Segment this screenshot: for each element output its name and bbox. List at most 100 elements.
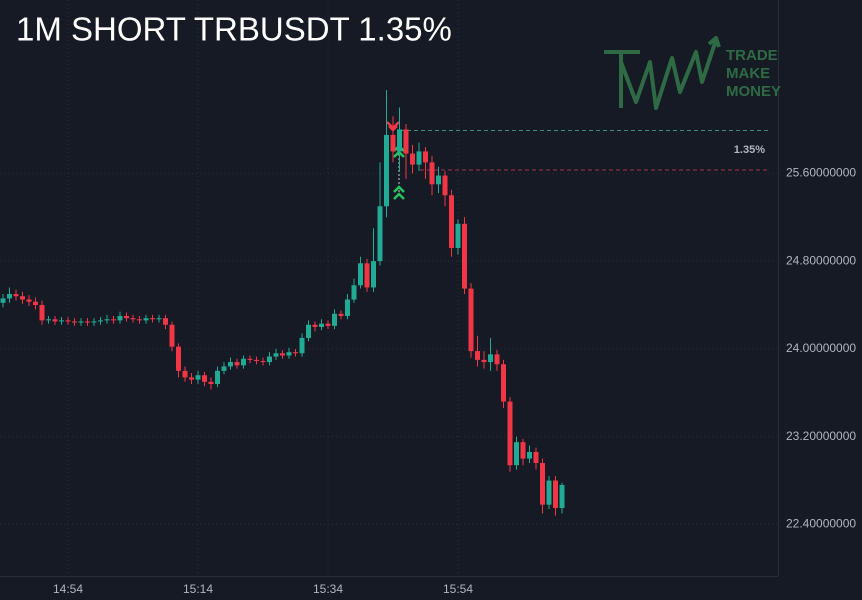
candle-body [403, 129, 409, 154]
logo-text: TRADE [726, 47, 778, 64]
candle-body [98, 320, 103, 322]
candle-body [332, 313, 337, 326]
candle-body [189, 377, 194, 380]
candle-body [91, 321, 97, 323]
candle-body [468, 288, 474, 352]
candle-body [65, 320, 71, 322]
candle-body [325, 323, 331, 326]
y-tick-label: 24.00000000 [786, 341, 856, 355]
x-tick-label: 15:54 [443, 582, 473, 596]
candle-body [46, 319, 51, 321]
candle-body [254, 359, 259, 361]
candle-body [312, 324, 318, 327]
candle-body [169, 324, 175, 347]
candle-body [546, 480, 552, 505]
candle-body [293, 352, 298, 354]
candle-body [358, 263, 363, 286]
candle-body [117, 315, 123, 321]
candle-body [39, 305, 45, 321]
x-tick-label: 15:14 [183, 582, 213, 596]
logo: TRADE MAKE MONEY [604, 36, 781, 110]
candle-body [351, 285, 357, 300]
candle-body [221, 366, 227, 371]
candle-body [442, 175, 448, 196]
candle-body [234, 362, 240, 366]
candle-body [514, 442, 519, 466]
candle-body [156, 318, 162, 320]
candle-body [338, 313, 344, 316]
candle-body [182, 370, 188, 378]
logo-text: MAKE [726, 65, 770, 82]
candle-body [371, 261, 376, 288]
candle-body [59, 320, 64, 322]
candle-body [273, 353, 279, 357]
candle-body [137, 319, 142, 321]
candle-body [319, 323, 324, 327]
candle-body [429, 162, 435, 185]
candle-body [416, 151, 422, 165]
y-tick-label: 25.60000000 [786, 166, 856, 180]
candle-body [455, 223, 461, 248]
candle-body [553, 480, 558, 508]
candle-body [410, 153, 415, 165]
candle-body [345, 299, 350, 316]
candle-body [286, 352, 292, 356]
candle-body [202, 375, 207, 382]
candle-body [462, 223, 467, 289]
candle-body [150, 318, 155, 320]
candle-body [449, 195, 454, 248]
candle-body [143, 318, 149, 321]
candle-body [423, 151, 428, 163]
y-tick-label: 24.80000000 [786, 253, 856, 267]
candle-body [507, 401, 513, 466]
candle-body [13, 294, 19, 297]
x-tick-label: 14:54 [53, 582, 83, 596]
candle-body [20, 296, 25, 300]
candle-body [78, 321, 84, 323]
candle-body [280, 353, 285, 356]
candle-body [247, 358, 253, 360]
candle-body [364, 263, 370, 288]
candle-body [130, 318, 136, 320]
candle-body [299, 337, 305, 354]
y-tick-label: 22.40000000 [786, 517, 856, 531]
candle-body [72, 321, 77, 323]
candle-body [397, 129, 402, 152]
candle-body [195, 375, 201, 380]
x-tick-label: 15:34 [313, 582, 343, 596]
candle-body [501, 364, 506, 402]
candle-body [215, 370, 220, 384]
candle-body [481, 359, 487, 363]
candle-body [111, 319, 116, 321]
candle-body [267, 356, 272, 363]
candle-body [124, 315, 129, 319]
logo-text: MONEY [726, 83, 781, 100]
candle-body [241, 358, 246, 366]
candle-body [384, 134, 389, 207]
candle-body [33, 301, 38, 306]
candle-body [176, 346, 181, 371]
candle-body [163, 318, 168, 325]
candle-body [0, 298, 6, 303]
candle-body [559, 484, 565, 508]
candle-body [7, 294, 12, 299]
candle-body [533, 452, 539, 463]
y-tick-label: 23.20000000 [786, 429, 856, 443]
candle-body [540, 462, 545, 505]
candle-body [208, 381, 214, 384]
candle-body [26, 299, 32, 302]
logo-mark [604, 36, 721, 110]
candle-body [260, 360, 266, 363]
candle-body [520, 442, 526, 459]
candle-body [377, 206, 383, 262]
candle-body [85, 321, 90, 323]
candle-body [475, 351, 480, 360]
candle-body [52, 319, 58, 322]
candle-body [228, 362, 233, 367]
candle-body [494, 354, 500, 365]
chart-title: 1M SHORT TRBUSDT 1.35% [16, 11, 452, 48]
candle-body [390, 134, 396, 152]
